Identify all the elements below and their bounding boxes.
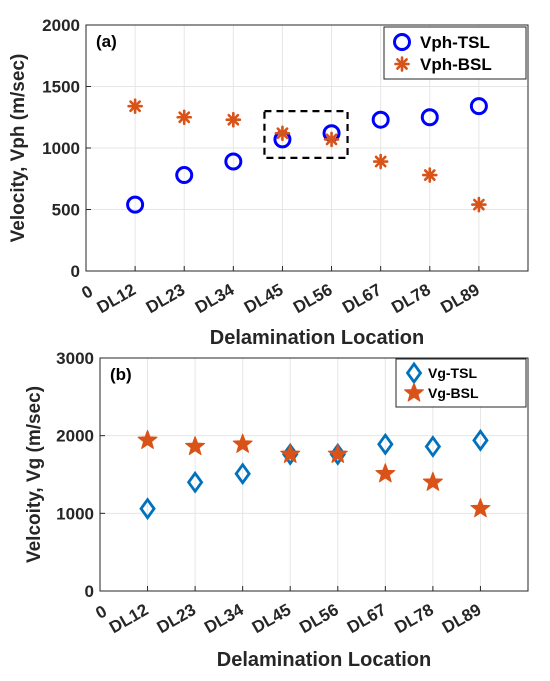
x-origin-label: 0 [78, 282, 96, 303]
data-point-asterisk [176, 109, 193, 126]
panel-a-frame [85, 24, 529, 272]
x-tick-label: DL89 [439, 600, 485, 637]
y-tick-label: 1000 [56, 504, 94, 523]
y-tick-label: 3000 [56, 349, 94, 368]
data-point-circle [126, 195, 145, 214]
y-tick-label: 1000 [42, 139, 80, 158]
y-tick-label: 0 [71, 262, 80, 281]
panel-b-label: (b) [110, 365, 132, 384]
data-point-star [232, 433, 253, 453]
data-point-circle [175, 166, 194, 185]
data-point-diamond [234, 462, 251, 486]
panel-b-legend: Vg-TSL Vg-BSL [395, 358, 527, 408]
panel-a-y-ticks: 0 500 1000 1500 2000 [42, 16, 80, 281]
data-point-star [375, 463, 396, 483]
legend-entry-label: Vg-BSL [428, 385, 479, 401]
panel-b-points [137, 428, 491, 521]
data-point-star [280, 443, 301, 463]
panel-b-y-ticks: 0 1000 2000 3000 [56, 349, 94, 601]
x-tick-label: DL23 [154, 600, 200, 637]
y-tick-label: 1500 [42, 78, 80, 97]
legend-marker-star [403, 382, 425, 402]
x-tick-label: DL89 [437, 280, 483, 317]
y-tick-label: 0 [85, 582, 94, 601]
x-tick-label: DL45 [241, 280, 287, 317]
x-tick-label: DL23 [143, 280, 189, 317]
data-point-diamond [139, 497, 156, 521]
panel-a-label: (a) [96, 32, 117, 51]
x-tick-label: DL34 [192, 280, 238, 318]
legend-entry-label: Vg-TSL [428, 365, 477, 381]
x-tick-label: DL67 [339, 280, 385, 317]
data-point-asterisk [274, 125, 291, 142]
panel-b-frame [99, 357, 529, 592]
x-tick-label: DL78 [391, 600, 437, 637]
data-point-circle [371, 110, 390, 129]
x-tick-label: DL56 [290, 280, 336, 317]
panel-a-y-axis-label: Velocity, Vph (m/sec) [8, 54, 29, 243]
panel-a-x-axis-label: Delamination Location [210, 327, 424, 349]
data-point-star [470, 498, 491, 518]
x-tick-label: DL56 [296, 600, 342, 637]
data-point-asterisk [471, 196, 487, 213]
highlight-box [263, 109, 349, 159]
y-tick-label: 500 [52, 201, 80, 220]
x-tick-label: DL12 [94, 280, 140, 317]
data-point-star [185, 436, 206, 456]
x-tick-label: DL67 [344, 600, 390, 637]
legend-marker-circle [393, 33, 411, 51]
legend-marker-diamond [405, 361, 423, 385]
data-point-asterisk [421, 167, 438, 183]
panel-a-highlight-box [263, 109, 349, 159]
legend-marker-asterisk [394, 56, 410, 72]
x-tick-label: DL34 [201, 600, 247, 638]
data-point-diamond [424, 435, 442, 458]
data-point-circle [224, 152, 243, 171]
data-point-diamond [472, 428, 489, 452]
data-point-asterisk [323, 131, 340, 148]
legend-entry-label: Vph-BSL [420, 55, 492, 74]
panel-a-points [126, 97, 488, 214]
data-point-circle [469, 97, 488, 116]
data-point-diamond [377, 432, 394, 456]
legend-entry-label: Vph-TSL [420, 33, 490, 52]
data-point-asterisk [127, 98, 143, 114]
x-tick-label: DL45 [249, 600, 295, 637]
x-tick-label: DL12 [106, 600, 152, 637]
data-point-star [327, 443, 348, 463]
y-tick-label: 2000 [42, 16, 80, 35]
data-point-asterisk [225, 111, 242, 128]
x-tick-label: DL78 [388, 280, 434, 317]
data-point-star [422, 471, 443, 491]
data-point-diamond [186, 470, 204, 494]
panel-b-x-axis-label: Delamination Location [217, 649, 431, 671]
data-point-asterisk [372, 153, 389, 170]
data-point-star [137, 429, 158, 449]
data-point-circle [420, 108, 439, 127]
panel-b-y-axis-label: Velcoity, Vg (m/sec) [24, 386, 45, 563]
y-tick-label: 2000 [56, 427, 94, 446]
panel-a-legend: Vph-TSL Vph-BSL [383, 26, 527, 80]
